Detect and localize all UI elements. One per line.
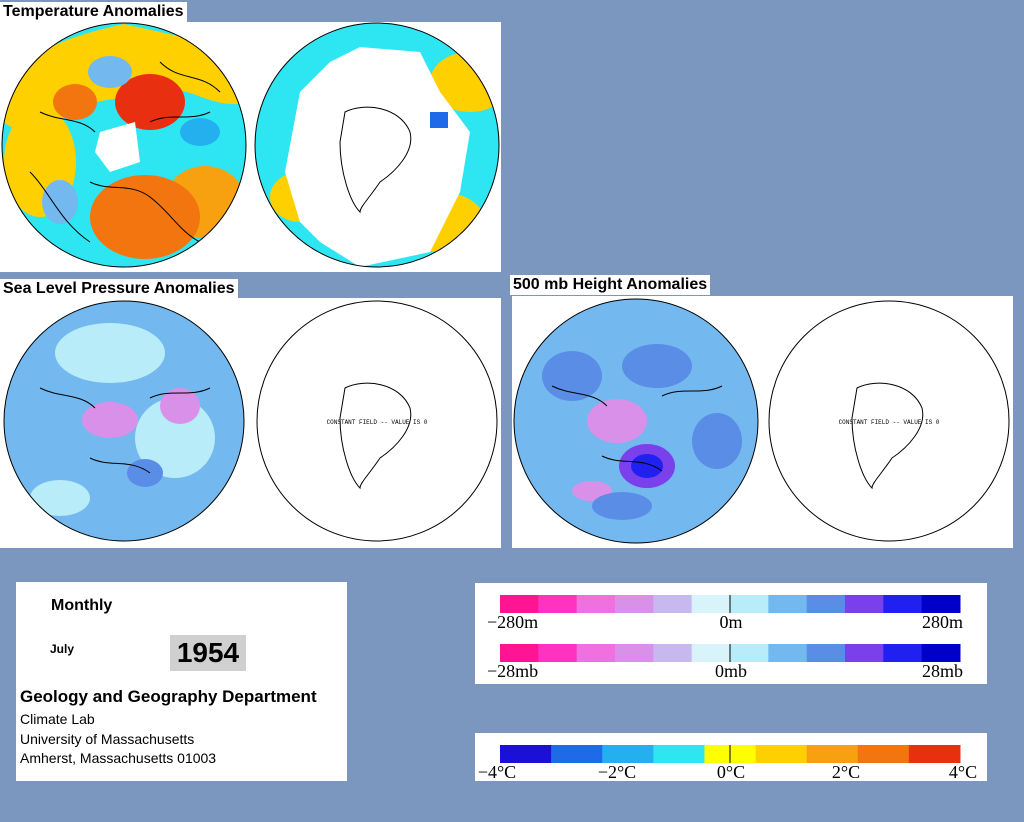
temperature-panel bbox=[0, 22, 501, 272]
temperature-bar-swatch bbox=[653, 745, 705, 763]
pressure-bar-swatch bbox=[845, 644, 884, 662]
height-anomalies-title: 500 mb Height Anomalies bbox=[510, 275, 711, 295]
temp-label-1: −2°C bbox=[598, 762, 636, 781]
southern-hemisphere-slp-map: CONSTANT FIELD -- VALUE IS 0 bbox=[256, 300, 498, 542]
pressure-label-zero: 0mb bbox=[715, 661, 747, 681]
height-bar-swatch bbox=[768, 595, 808, 613]
pressure-label-min: −28mb bbox=[487, 661, 538, 681]
height-constant-field-note: CONSTANT FIELD -- VALUE IS 0 bbox=[839, 419, 940, 426]
address-label: Amherst, Massachusetts 01003 bbox=[20, 750, 217, 766]
height-bar-swatch bbox=[921, 595, 961, 613]
month-label: July bbox=[50, 642, 75, 656]
pressure-color-bar bbox=[500, 644, 961, 662]
temperature-bar-swatch bbox=[908, 745, 961, 763]
temperature-bar-swatch bbox=[857, 745, 910, 763]
pressure-bar-swatch bbox=[615, 644, 654, 662]
department-label: Geology and Geography Department bbox=[20, 687, 317, 706]
temperature-bar-swatch bbox=[602, 745, 654, 763]
temperature-bar-swatch bbox=[500, 745, 552, 763]
slp-constant-field-note: CONSTANT FIELD -- VALUE IS 0 bbox=[327, 419, 428, 426]
height-color-bar bbox=[500, 595, 961, 613]
northern-hemisphere-height-map bbox=[514, 299, 758, 543]
period-label: Monthly bbox=[51, 597, 113, 614]
northern-hemisphere-temperature-map bbox=[2, 23, 246, 267]
pressure-bar-swatch bbox=[921, 644, 961, 662]
temperature-bar-swatch bbox=[755, 745, 808, 763]
lab-label: Climate Lab bbox=[20, 711, 95, 727]
pressure-bar-swatch bbox=[768, 644, 808, 662]
pressure-bar-swatch bbox=[653, 644, 693, 662]
temp-label-3: 2°C bbox=[832, 762, 860, 781]
height-pressure-legend: −280m 0m 280m −28mb 0mb 28mb bbox=[475, 583, 987, 684]
height-bar-swatch bbox=[500, 595, 539, 613]
height-bar-swatch bbox=[576, 595, 616, 613]
pressure-bar-swatch bbox=[730, 644, 769, 662]
pressure-bar-swatch bbox=[806, 644, 846, 662]
year-label: 1954 bbox=[170, 635, 246, 671]
pressure-bar-swatch bbox=[500, 644, 539, 662]
temp-label-0: −4°C bbox=[478, 762, 516, 781]
height-label-zero: 0m bbox=[719, 612, 742, 632]
height-label-min: −280m bbox=[487, 612, 538, 632]
temperature-bar-swatch bbox=[551, 745, 603, 763]
pressure-label-max: 28mb bbox=[922, 661, 963, 681]
height-panel: CONSTANT FIELD -- VALUE IS 0 bbox=[512, 296, 1013, 548]
info-box: Monthly July 1954 Geology and Geography … bbox=[16, 582, 347, 781]
temperature-bar-swatch bbox=[806, 745, 859, 763]
temperature-legend: −4°C −2°C 0°C 2°C 4°C bbox=[475, 733, 987, 781]
temperature-color-bar bbox=[500, 745, 961, 763]
university-label: University of Massachusetts bbox=[20, 731, 195, 747]
pressure-bar-swatch bbox=[883, 644, 923, 662]
height-bar-swatch bbox=[806, 595, 846, 613]
slp-panel: CONSTANT FIELD -- VALUE IS 0 bbox=[0, 298, 501, 548]
temperature-anomalies-title: Temperature Anomalies bbox=[0, 2, 187, 22]
height-bar-swatch bbox=[730, 595, 769, 613]
southern-hemisphere-height-map: CONSTANT FIELD -- VALUE IS 0 bbox=[768, 300, 1010, 542]
pressure-bar-swatch bbox=[538, 644, 578, 662]
temp-label-2: 0°C bbox=[717, 762, 745, 781]
slp-anomalies-title: Sea Level Pressure Anomalies bbox=[0, 279, 238, 299]
pressure-bar-swatch bbox=[576, 644, 616, 662]
height-bar-swatch bbox=[653, 595, 693, 613]
height-bar-swatch bbox=[845, 595, 884, 613]
height-label-max: 280m bbox=[922, 612, 963, 632]
height-bar-swatch bbox=[615, 595, 654, 613]
temp-label-4: 4°C bbox=[949, 762, 977, 781]
height-bar-swatch bbox=[883, 595, 923, 613]
pressure-bar-swatch bbox=[691, 644, 731, 662]
northern-hemisphere-slp-map bbox=[4, 301, 244, 541]
height-bar-swatch bbox=[538, 595, 578, 613]
height-bar-swatch bbox=[691, 595, 731, 613]
